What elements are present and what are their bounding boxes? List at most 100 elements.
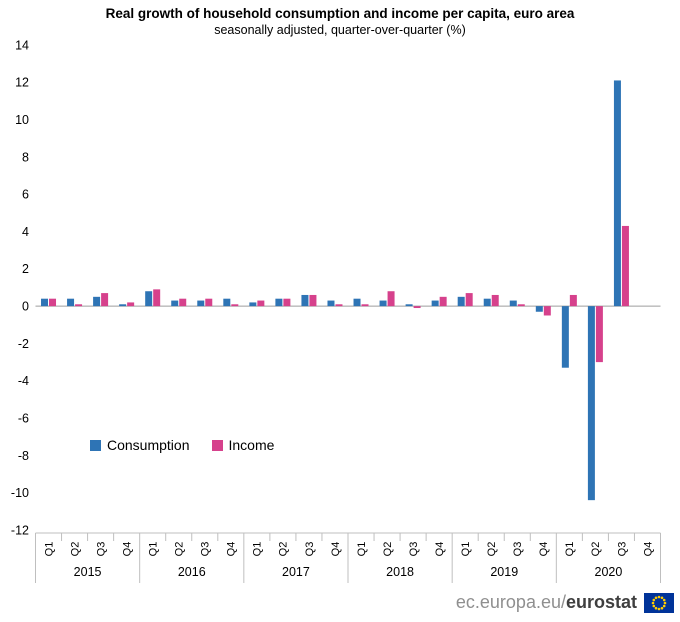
x-tick-label: Q3 xyxy=(408,542,420,557)
x-tick-label: Q4 xyxy=(330,542,342,557)
eu-flag-star xyxy=(662,598,666,601)
bar-income xyxy=(595,306,603,363)
bar-consumption xyxy=(561,306,569,368)
bar-consumption xyxy=(379,300,387,307)
bar-consumption xyxy=(145,291,153,307)
x-tick-label: Q4 xyxy=(226,542,238,557)
x-tick-label: Q4 xyxy=(434,542,446,557)
bar-consumption xyxy=(457,296,465,307)
legend-label-consumption: Consumption xyxy=(107,437,190,453)
x-tick-label: Q3 xyxy=(304,542,316,557)
eu-flag-star xyxy=(663,601,667,604)
y-tick-label: -4 xyxy=(18,374,29,388)
bar-consumption xyxy=(613,80,621,307)
y-tick-label: -2 xyxy=(18,337,29,351)
x-tick-label: Q1 xyxy=(43,542,55,557)
bar-income xyxy=(205,298,213,307)
eu-flag-icon xyxy=(644,592,674,613)
bar-income xyxy=(283,298,291,307)
eu-flag-field xyxy=(644,592,674,613)
x-tick-label: Q1 xyxy=(564,542,576,557)
bar-consumption xyxy=(249,302,257,307)
legend-item-consumption: Consumption xyxy=(90,437,190,453)
bar-income xyxy=(465,293,473,307)
consumption-swatch-icon xyxy=(90,439,101,451)
eu-flag-star xyxy=(652,598,656,601)
bar-income xyxy=(309,294,317,307)
legend-label-income: Income xyxy=(228,437,275,453)
year-label: 2019 xyxy=(490,565,518,579)
x-tick-label: Q2 xyxy=(382,542,394,557)
eu-flag-star xyxy=(651,601,655,604)
bar-consumption xyxy=(509,300,517,307)
x-tick-label: Q1 xyxy=(460,542,472,557)
bar-income xyxy=(491,294,499,307)
x-tick-label: Q2 xyxy=(278,542,290,557)
y-tick-label: 2 xyxy=(22,262,29,276)
bar-income xyxy=(569,294,577,307)
x-tick-label: Q1 xyxy=(148,542,160,557)
x-tick-label: Q2 xyxy=(69,542,81,557)
year-label: 2016 xyxy=(178,565,206,579)
bar-consumption xyxy=(41,298,49,307)
y-tick-label: 0 xyxy=(22,300,29,314)
eu-flag-star xyxy=(657,595,661,598)
bar-income xyxy=(413,306,421,309)
y-tick-label: 6 xyxy=(22,188,29,202)
eu-flag-star xyxy=(660,606,664,609)
bar-income xyxy=(153,289,161,307)
legend: Consumption Income xyxy=(90,437,274,453)
bar-consumption xyxy=(483,298,491,307)
x-tick-label: Q4 xyxy=(538,542,550,557)
bar-income xyxy=(517,304,525,307)
year-label: 2020 xyxy=(595,565,623,579)
footer-url-prefix: ec.europa.eu/ xyxy=(455,592,566,612)
bar-consumption xyxy=(223,298,231,307)
x-tick-label: Q3 xyxy=(616,542,628,557)
x-tick-label: Q4 xyxy=(642,542,654,557)
legend-item-income: Income xyxy=(211,437,275,453)
y-tick-label: 8 xyxy=(22,150,29,164)
footer-url: ec.europa.eu/eurostat xyxy=(456,592,637,613)
bar-income xyxy=(387,291,395,307)
y-tick-label: -6 xyxy=(18,411,29,425)
bar-income xyxy=(101,293,109,307)
x-tick-label: Q4 xyxy=(121,542,133,557)
y-tick-label: 10 xyxy=(15,113,29,127)
eu-flag-star xyxy=(652,604,656,607)
footer-brand: eurostat xyxy=(565,592,637,612)
year-label: 2015 xyxy=(74,565,102,579)
income-swatch-icon xyxy=(211,439,223,451)
x-tick-label: Q2 xyxy=(174,542,186,557)
chart-subtitle: seasonally adjusted, quarter-over-quarte… xyxy=(214,23,466,37)
y-tick-label: -10 xyxy=(11,486,29,500)
eu-flag-star xyxy=(657,607,661,610)
bar-income xyxy=(179,298,187,307)
eu-flag-star xyxy=(660,596,664,599)
bar-consumption xyxy=(431,300,439,307)
x-tick-label: Q3 xyxy=(512,542,524,557)
bar-income xyxy=(127,302,135,307)
bar-income xyxy=(335,304,343,307)
bar-consumption xyxy=(93,296,101,307)
y-tick-label: 4 xyxy=(22,225,29,239)
bar-consumption xyxy=(171,300,179,307)
x-tick-label: Q1 xyxy=(252,542,264,557)
eu-flag-star xyxy=(662,604,666,607)
eu-flag-star xyxy=(654,606,658,609)
bar-income xyxy=(49,298,57,307)
y-tick-label: -8 xyxy=(18,449,29,463)
bar-income xyxy=(439,296,447,307)
bar-income xyxy=(257,300,265,307)
bar-consumption xyxy=(67,298,75,307)
y-tick-label: 14 xyxy=(15,38,29,52)
eu-flag-star xyxy=(654,596,658,599)
year-label: 2017 xyxy=(282,565,310,579)
bar-consumption xyxy=(301,294,309,307)
bar-income xyxy=(361,304,369,307)
x-tick-label: Q3 xyxy=(95,542,107,557)
bar-consumption xyxy=(275,298,283,307)
bar-consumption xyxy=(353,298,361,307)
y-tick-label: 12 xyxy=(15,76,29,90)
